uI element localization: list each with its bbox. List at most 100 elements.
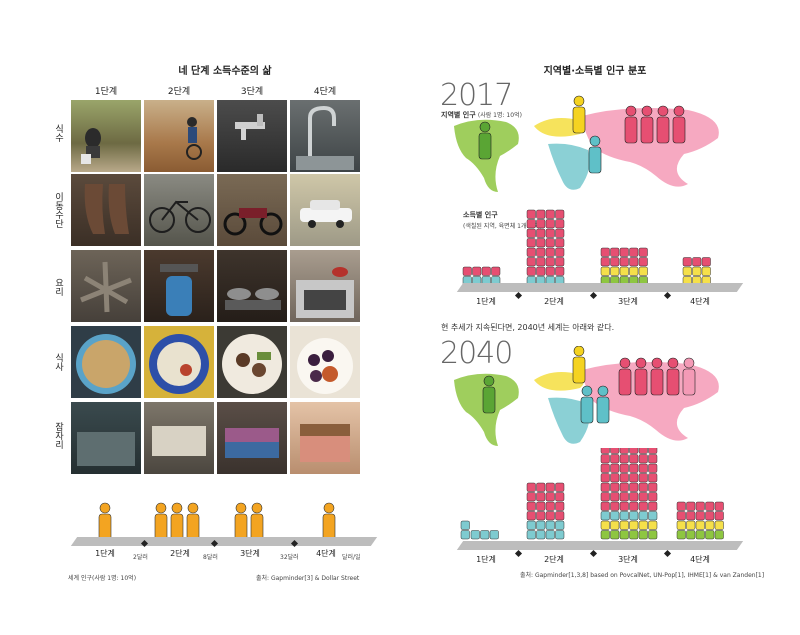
cube (545, 492, 555, 502)
cube (686, 520, 696, 530)
cube (600, 454, 610, 464)
cube (536, 266, 546, 276)
oven-range-icon (290, 250, 360, 322)
cube (555, 530, 565, 540)
cube (686, 501, 696, 511)
people-stage-4 (322, 502, 336, 541)
people-stage-3 (234, 502, 264, 541)
cube (648, 473, 658, 483)
cube (545, 511, 555, 521)
platform-2040 (456, 541, 744, 550)
cube (600, 448, 610, 454)
cube (648, 511, 658, 521)
cube (629, 454, 639, 464)
cube (629, 492, 639, 502)
cube (619, 463, 629, 473)
cube (610, 511, 620, 521)
cube (460, 520, 470, 530)
people-stage-1 (98, 502, 112, 541)
left-caption: 세계 인구(사람 1명: 10억) (68, 575, 137, 582)
cube (600, 511, 610, 521)
right-page-title: 지역별·소득별 인구 분포 (543, 66, 647, 77)
wood-fire-icon (71, 250, 141, 322)
cube (610, 247, 620, 257)
cube (610, 454, 620, 464)
cube (545, 219, 555, 229)
cube (714, 501, 724, 511)
outdoor-tap-icon (217, 100, 287, 172)
stage-header-3: 3단계 (240, 87, 264, 97)
cube (629, 257, 639, 267)
cube (545, 482, 555, 492)
cube (610, 492, 620, 502)
people-stage-2 (154, 502, 200, 541)
cube (686, 530, 696, 540)
cube (629, 482, 639, 492)
cube (676, 511, 686, 521)
cube (536, 511, 546, 521)
cube (536, 520, 546, 530)
car-icon (290, 174, 360, 246)
cube (676, 520, 686, 530)
trend-statement: 현 추세가 지속된다면, 2040년 세계는 아래와 같다. (441, 323, 615, 332)
cube (462, 266, 472, 276)
cube (489, 530, 499, 540)
cube (629, 473, 639, 483)
cube (638, 473, 648, 483)
cube (526, 209, 536, 219)
left-source: 출처: Gapminder[3] & Dollar Street (256, 575, 360, 582)
cube (695, 520, 705, 530)
cube (555, 266, 565, 276)
cube (536, 492, 546, 502)
cube (526, 511, 536, 521)
cube (629, 501, 639, 511)
cube (545, 501, 555, 511)
left-page-title: 네 단계 소득수준의 삶 (178, 66, 272, 77)
cube (545, 228, 555, 238)
income-unit-2017: (색칠된 지역, 육면체 1개: 1억) (463, 223, 543, 230)
cube (682, 266, 692, 276)
cube (648, 463, 658, 473)
quilt-bed-icon (217, 402, 287, 474)
r-level-3-2017: 3단계 (618, 297, 638, 306)
cube (536, 501, 546, 511)
dirt-road-water-carrier-icon (144, 100, 214, 172)
cube (470, 530, 480, 540)
cube (648, 448, 658, 454)
income-cubes-2017 (462, 209, 711, 286)
cube (555, 238, 565, 248)
threshold-label-3: 32달러 (280, 554, 299, 561)
cube (629, 530, 639, 540)
cube (610, 266, 620, 276)
r-level-1-2017: 1단계 (476, 297, 496, 306)
platform-2017 (456, 283, 744, 292)
cube (638, 511, 648, 521)
cube (619, 257, 629, 267)
cube (648, 530, 658, 540)
cube (705, 530, 715, 540)
cube (695, 530, 705, 540)
cube (600, 492, 610, 502)
cube (600, 266, 610, 276)
left-platform (70, 537, 378, 546)
cube (536, 238, 546, 248)
cube (526, 482, 536, 492)
cube (629, 463, 639, 473)
cube (648, 520, 658, 530)
threshold-label-1: 2달러 (133, 554, 148, 561)
stage-header-1: 1단계 (94, 87, 118, 97)
cube (536, 530, 546, 540)
cube (545, 209, 555, 219)
year-2017: 2017 (440, 78, 513, 113)
cube (705, 520, 715, 530)
cube (610, 463, 620, 473)
cube (714, 511, 724, 521)
left-level-1: 1단계 (95, 549, 115, 558)
cube (629, 448, 639, 454)
floor-mat-icon (71, 402, 141, 474)
cube (619, 266, 629, 276)
cube (460, 530, 470, 540)
cube (648, 492, 658, 502)
cube (638, 492, 648, 502)
row-label-transport: 이동수단 (53, 192, 63, 228)
